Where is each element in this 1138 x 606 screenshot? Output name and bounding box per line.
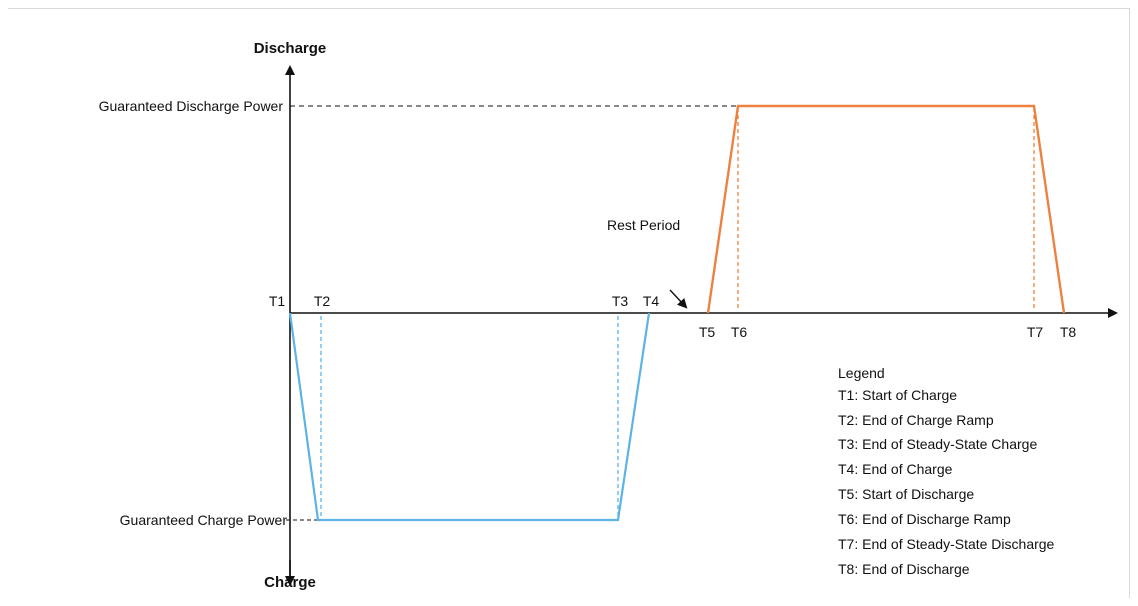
legend: Legend T1: Start of Charge T2: End of Ch… <box>838 365 1055 577</box>
t4-label: T4 <box>643 293 660 309</box>
charge-level-label: Guaranteed Charge Power <box>120 512 288 528</box>
legend-title: Legend <box>838 365 885 381</box>
discharge-level-label: Guaranteed Discharge Power <box>99 98 284 114</box>
t3-label: T3 <box>612 293 629 309</box>
diagram-frame <box>8 8 1130 598</box>
legend-item: T8: End of Discharge <box>838 561 970 577</box>
legend-item: T3: End of Steady-State Charge <box>838 436 1037 452</box>
legend-item: T6: End of Discharge Ramp <box>838 511 1011 527</box>
y-axis-bottom-label: Charge <box>264 574 316 591</box>
legend-item: T1: Start of Charge <box>838 387 957 403</box>
charge-profile-line <box>288 312 651 522</box>
t7-label: T7 <box>1027 324 1044 340</box>
discharge-profile-line <box>706 104 1066 314</box>
rest-period-arrow <box>669 289 688 309</box>
legend-item: T4: End of Charge <box>838 461 953 477</box>
y-axis-top-label: Discharge <box>254 40 327 57</box>
legend-item: T5: Start of Discharge <box>838 486 974 502</box>
legend-item: T2: End of Charge Ramp <box>838 412 994 428</box>
t6-label: T6 <box>731 324 748 340</box>
rest-period-label: Rest Period <box>607 217 680 233</box>
t5-label: T5 <box>699 324 716 340</box>
t2-label: T2 <box>314 293 331 309</box>
t1-label: T1 <box>269 293 286 309</box>
t8-label: T8 <box>1060 324 1077 340</box>
legend-item: T7: End of Steady-State Discharge <box>838 536 1055 552</box>
